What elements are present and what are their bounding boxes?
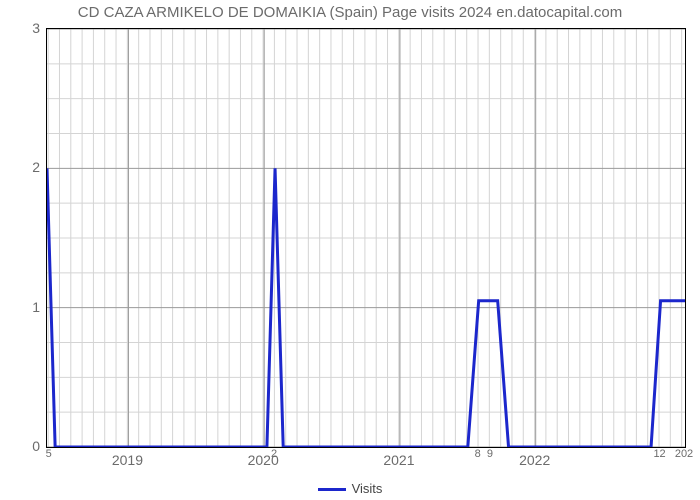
- x-tick-label: 2022: [519, 452, 550, 468]
- x-tick-label: 2021: [383, 452, 414, 468]
- plot-area: [46, 28, 686, 448]
- chart-title: CD CAZA ARMIKELO DE DOMAIKIA (Spain) Pag…: [0, 4, 700, 21]
- y-tick-label: 2: [10, 159, 40, 175]
- y-tick-label: 1: [10, 299, 40, 315]
- y-tick-label: 3: [10, 20, 40, 36]
- x-minor-label: 8: [475, 448, 481, 460]
- x-minor-label: 5: [46, 448, 52, 460]
- chart-svg: [47, 29, 685, 447]
- legend-label: Visits: [352, 481, 383, 496]
- x-minor-label: 202: [675, 448, 693, 460]
- chart-legend: Visits: [0, 481, 700, 496]
- grid-minor: [47, 29, 685, 447]
- chart-container: CD CAZA ARMIKELO DE DOMAIKIA (Spain) Pag…: [0, 0, 700, 500]
- x-minor-label: 2: [271, 448, 277, 460]
- legend-swatch: [318, 488, 346, 491]
- x-tick-label: 2019: [112, 452, 143, 468]
- x-minor-label: 9: [487, 448, 493, 460]
- x-minor-label: 12: [653, 448, 665, 460]
- y-tick-label: 0: [10, 438, 40, 454]
